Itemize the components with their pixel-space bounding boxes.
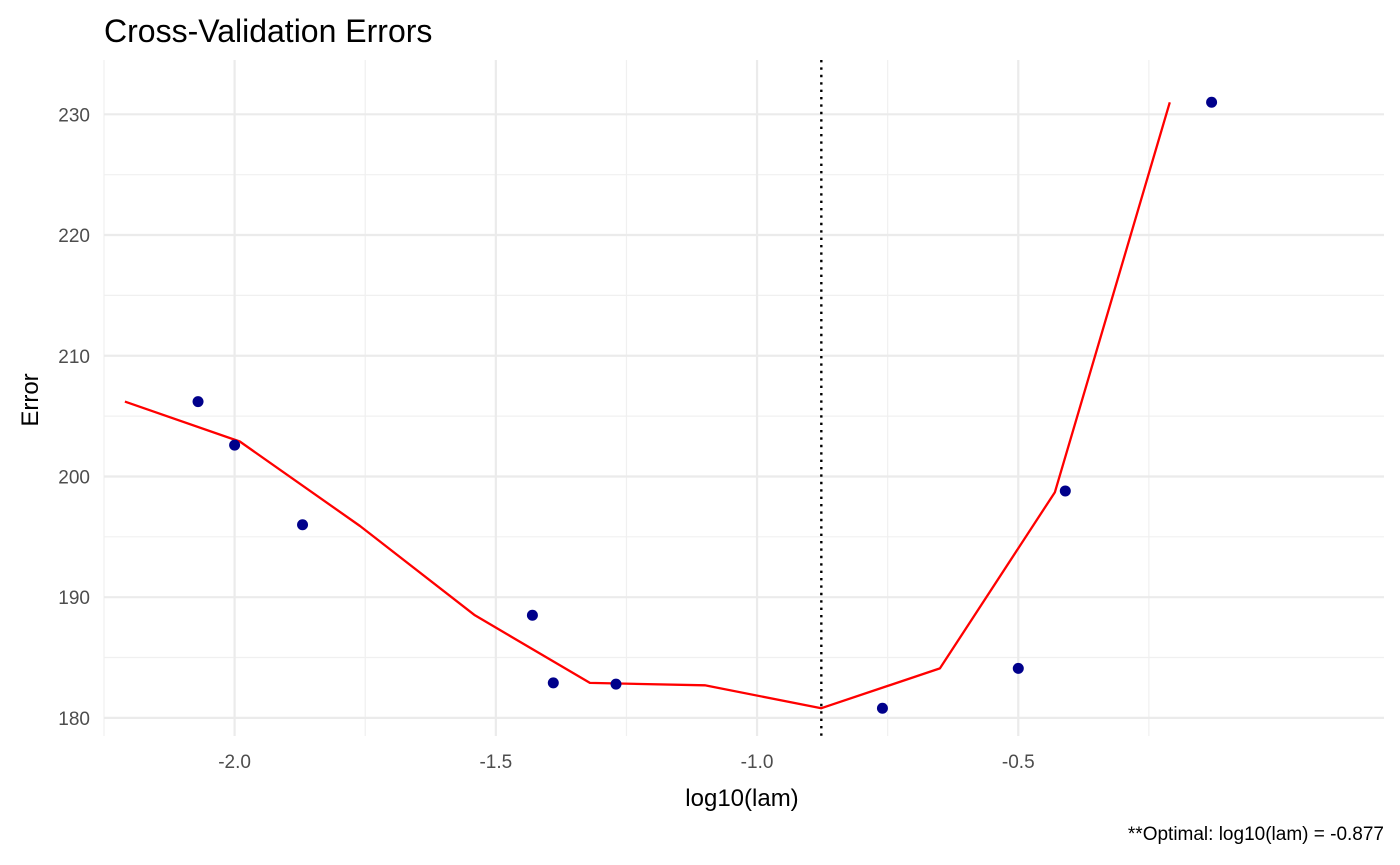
data-point (876, 702, 888, 714)
data-point (229, 439, 241, 451)
series-line (124, 101, 1171, 710)
chart-title: Cross-Validation Errors (104, 13, 432, 49)
y-tick-label: 180 (58, 709, 90, 730)
grid-minor (103, 60, 1384, 736)
data-point (1012, 662, 1024, 674)
error-curve-line (124, 101, 1171, 710)
x-axis-title: log10(lam) (685, 785, 798, 812)
series-points (192, 96, 1218, 714)
y-tick-label: 200 (58, 467, 90, 488)
x-tick-label: -1.0 (741, 752, 774, 773)
y-axis-ticks: 180 190 200 210 220 230 (58, 105, 90, 730)
data-point (526, 609, 538, 621)
x-tick-label: -2.0 (218, 752, 251, 773)
data-point (1206, 96, 1218, 108)
y-tick-label: 210 (58, 347, 90, 368)
x-axis-ticks: -2.0 -1.5 -1.0 -0.5 (218, 752, 1034, 773)
y-tick-label: 220 (58, 226, 90, 247)
data-point (547, 677, 559, 689)
data-point (610, 678, 622, 690)
x-tick-label: -0.5 (1002, 752, 1035, 773)
y-tick-label: 190 (58, 588, 90, 609)
y-tick-label: 230 (58, 105, 90, 126)
grid-major (104, 60, 1384, 736)
y-axis-title: Error (17, 373, 44, 426)
data-point (297, 519, 309, 531)
optimal-caption: **Optimal: log10(lam) = -0.877 (1128, 824, 1384, 845)
data-point (192, 396, 204, 408)
x-tick-label: -1.5 (479, 752, 512, 773)
data-point (1059, 485, 1071, 497)
